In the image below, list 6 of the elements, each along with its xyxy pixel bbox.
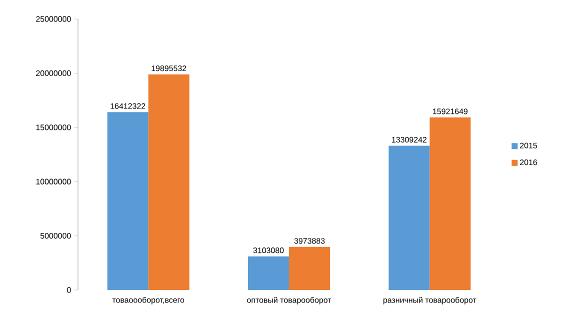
bar — [148, 74, 190, 290]
bar — [107, 112, 148, 290]
bar — [430, 117, 471, 290]
bar — [289, 246, 330, 290]
bar — [248, 256, 290, 290]
bar — [388, 146, 430, 290]
